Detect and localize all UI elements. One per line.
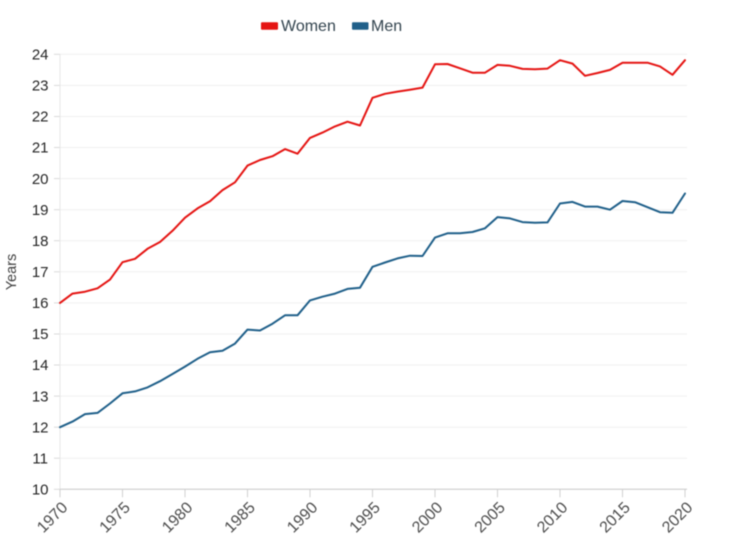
svg-text:17: 17 (32, 264, 49, 281)
svg-text:15: 15 (32, 326, 49, 343)
svg-text:16: 16 (32, 295, 49, 312)
svg-text:12: 12 (32, 419, 49, 436)
svg-text:23: 23 (32, 78, 49, 95)
svg-text:Women: Women (281, 18, 336, 35)
svg-text:11: 11 (32, 450, 48, 467)
svg-text:22: 22 (32, 109, 49, 126)
svg-text:Men: Men (371, 18, 402, 35)
svg-text:14: 14 (32, 357, 49, 374)
svg-text:21: 21 (32, 140, 49, 157)
svg-text:10: 10 (32, 482, 49, 499)
svg-text:24: 24 (32, 47, 49, 64)
svg-text:Years: Years (4, 254, 20, 291)
svg-text:19: 19 (32, 202, 49, 219)
svg-text:20: 20 (32, 171, 49, 188)
svg-text:18: 18 (32, 233, 49, 250)
svg-text:13: 13 (32, 388, 49, 405)
